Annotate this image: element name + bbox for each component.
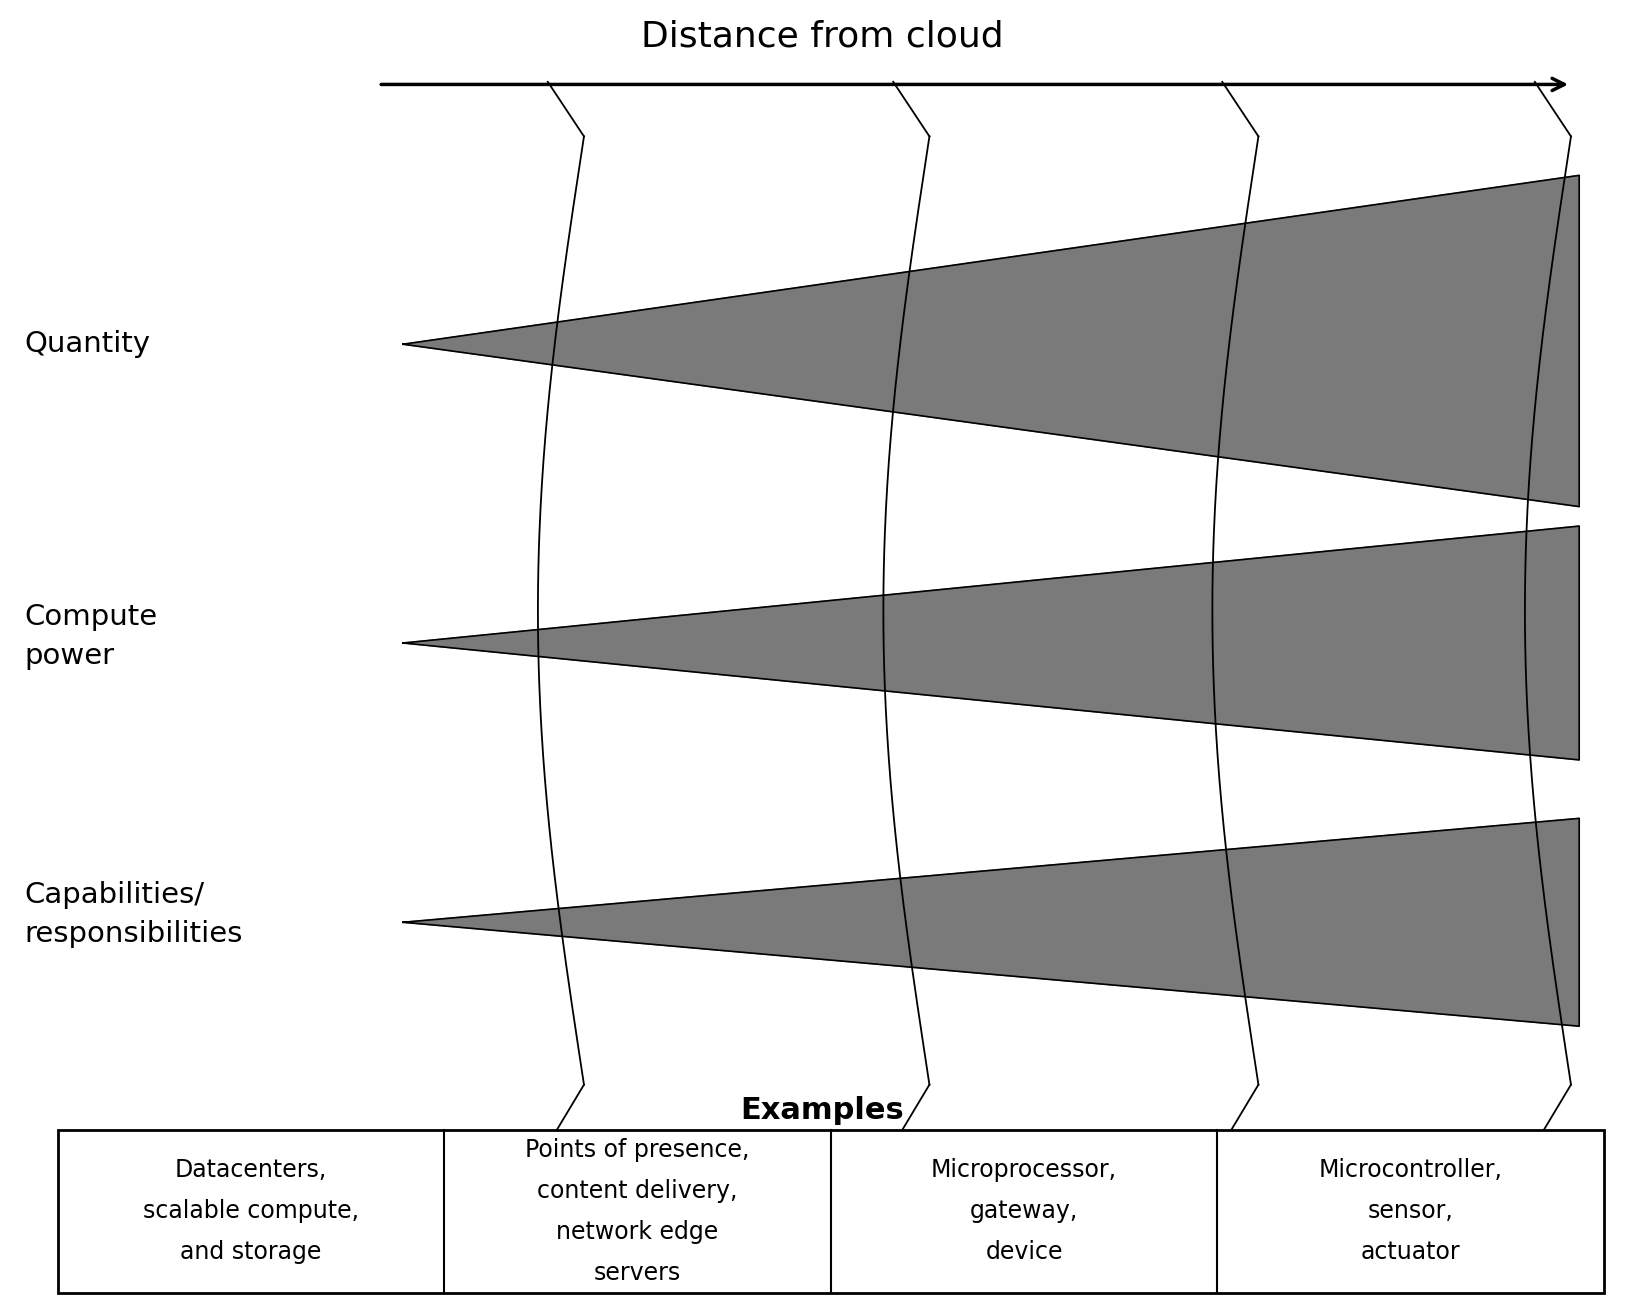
- Text: Examples: Examples: [740, 1096, 905, 1125]
- Polygon shape: [403, 818, 1579, 1026]
- Polygon shape: [403, 526, 1579, 760]
- Text: Microprocessor,
gateway,
device: Microprocessor, gateway, device: [931, 1159, 1117, 1264]
- Text: Distance from cloud: Distance from cloud: [642, 19, 1003, 53]
- Text: Points of presence,
content delivery,
network edge
servers: Points of presence, content delivery, ne…: [525, 1138, 750, 1285]
- Bar: [58, 1130, 1604, 1293]
- Text: Quantity: Quantity: [25, 330, 151, 359]
- Text: Microcontroller,
sensor,
actuator: Microcontroller, sensor, actuator: [1319, 1159, 1502, 1264]
- Text: Capabilities/
responsibilities: Capabilities/ responsibilities: [25, 881, 243, 948]
- Text: Compute
power: Compute power: [25, 603, 158, 670]
- Polygon shape: [403, 175, 1579, 507]
- Text: Datacenters,
scalable compute,
and storage: Datacenters, scalable compute, and stora…: [143, 1159, 359, 1264]
